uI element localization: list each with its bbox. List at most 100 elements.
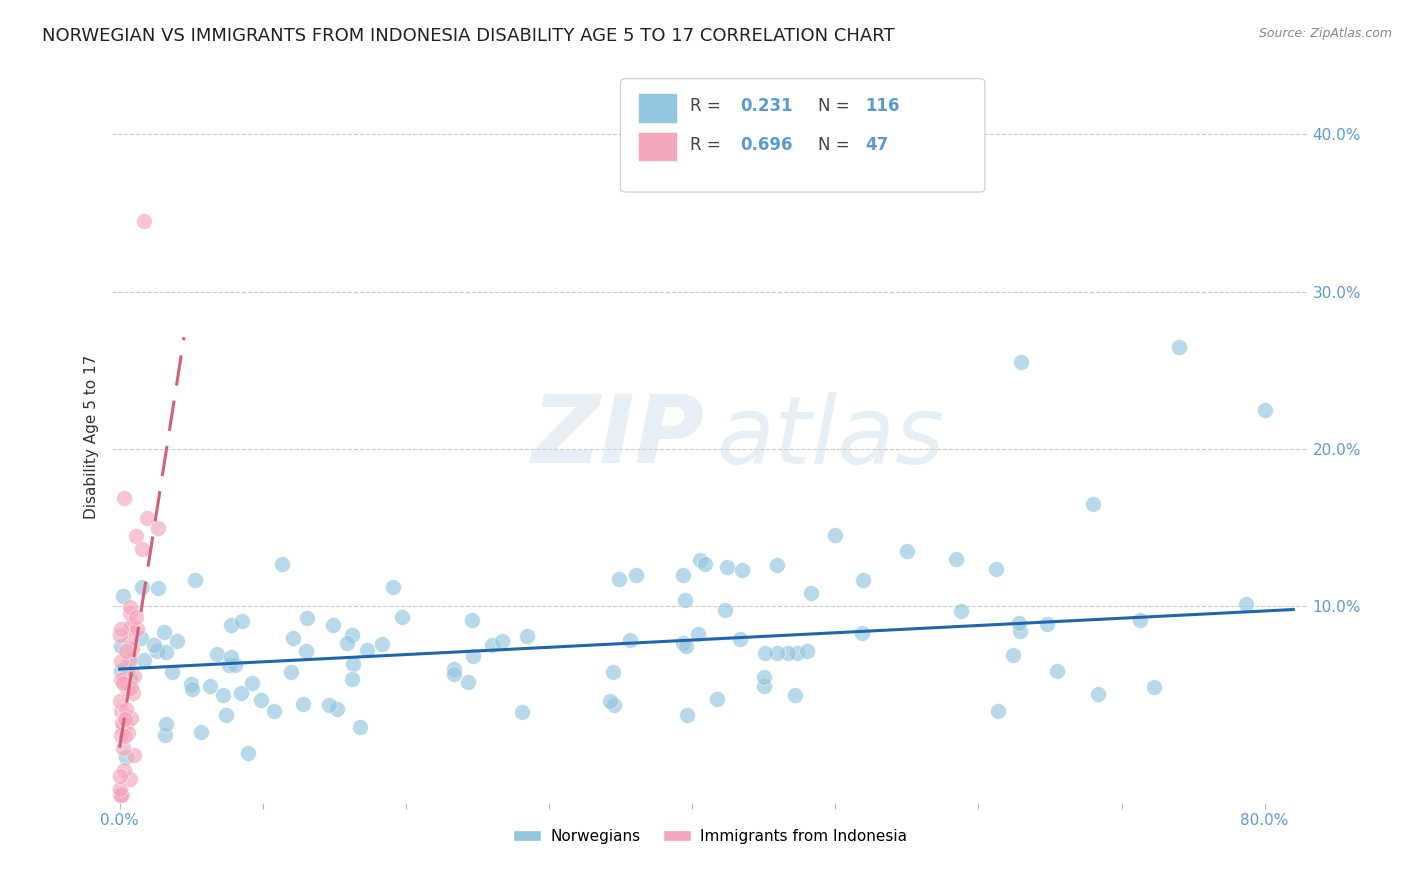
Point xyxy=(945,552,967,566)
Text: 116: 116 xyxy=(866,97,900,115)
Point xyxy=(731,563,754,577)
Point xyxy=(896,544,918,558)
Point xyxy=(121,618,143,632)
Point xyxy=(619,633,641,648)
Point xyxy=(1167,340,1189,354)
Point xyxy=(1143,680,1166,694)
Text: ZIP: ZIP xyxy=(531,391,704,483)
Point xyxy=(824,528,846,542)
Point xyxy=(114,702,136,716)
Point xyxy=(716,560,738,574)
Point xyxy=(110,728,132,742)
Point xyxy=(987,704,1010,718)
Point xyxy=(318,698,340,712)
Point xyxy=(713,602,735,616)
Point xyxy=(146,643,169,657)
Point xyxy=(231,686,253,700)
Point xyxy=(112,671,135,685)
Point xyxy=(207,648,229,662)
Point xyxy=(108,782,131,797)
Point xyxy=(336,635,359,649)
Point xyxy=(1001,648,1024,662)
Point xyxy=(766,646,789,660)
Point xyxy=(190,725,212,739)
Point xyxy=(295,611,318,625)
Point xyxy=(491,634,513,648)
Point xyxy=(224,658,246,673)
Point xyxy=(118,620,141,634)
Point xyxy=(672,636,695,650)
Point xyxy=(949,603,972,617)
Text: 0.231: 0.231 xyxy=(740,97,793,115)
Point xyxy=(111,715,134,730)
Point xyxy=(108,769,131,783)
Point xyxy=(112,764,135,778)
Point xyxy=(281,631,304,645)
Point xyxy=(112,721,135,735)
Point xyxy=(112,491,135,506)
Point xyxy=(118,655,141,669)
Point xyxy=(110,788,132,802)
Point xyxy=(706,692,728,706)
Point xyxy=(1010,355,1032,369)
Point xyxy=(114,712,136,726)
Point xyxy=(356,642,378,657)
Point xyxy=(121,641,143,656)
Point xyxy=(800,586,823,600)
Point xyxy=(111,589,134,603)
Point xyxy=(111,676,134,690)
Point xyxy=(516,629,538,643)
Legend: Norwegians, Immigrants from Indonesia: Norwegians, Immigrants from Indonesia xyxy=(508,822,912,850)
Point xyxy=(783,688,806,702)
Point xyxy=(599,694,621,708)
Text: 47: 47 xyxy=(866,136,889,154)
Point xyxy=(673,592,696,607)
Point xyxy=(342,657,364,671)
Point xyxy=(122,748,145,763)
Point xyxy=(461,614,484,628)
Point xyxy=(155,645,177,659)
Point xyxy=(294,644,316,658)
Point xyxy=(240,676,263,690)
Point xyxy=(111,741,134,756)
Point xyxy=(212,689,235,703)
Point xyxy=(672,567,695,582)
Point xyxy=(114,661,136,675)
Point xyxy=(340,627,363,641)
Point xyxy=(689,553,711,567)
Point xyxy=(326,702,349,716)
Point xyxy=(219,650,242,665)
Point xyxy=(114,714,136,729)
Point xyxy=(115,749,138,764)
Y-axis label: Disability Age 5 to 17: Disability Age 5 to 17 xyxy=(83,355,98,519)
Point xyxy=(602,665,624,680)
Point xyxy=(796,644,818,658)
Point xyxy=(125,529,148,543)
Point xyxy=(676,707,699,722)
Point xyxy=(342,672,364,686)
Point xyxy=(1087,687,1109,701)
Point xyxy=(127,622,149,636)
Point xyxy=(271,557,294,571)
Point xyxy=(160,665,183,680)
FancyBboxPatch shape xyxy=(620,78,986,192)
Text: R =: R = xyxy=(690,136,720,154)
Point xyxy=(1081,497,1104,511)
Point xyxy=(292,697,315,711)
Point xyxy=(118,599,141,614)
Point xyxy=(110,654,132,668)
Point xyxy=(786,646,808,660)
Point xyxy=(370,637,392,651)
Point xyxy=(219,618,242,632)
Point xyxy=(146,581,169,595)
FancyBboxPatch shape xyxy=(638,132,676,161)
Point xyxy=(754,670,776,684)
Point xyxy=(118,652,141,666)
Point xyxy=(675,639,697,653)
Point xyxy=(218,658,240,673)
Point xyxy=(115,711,138,725)
Point xyxy=(381,580,404,594)
Point xyxy=(322,617,344,632)
Point xyxy=(198,679,221,693)
Point xyxy=(626,567,648,582)
